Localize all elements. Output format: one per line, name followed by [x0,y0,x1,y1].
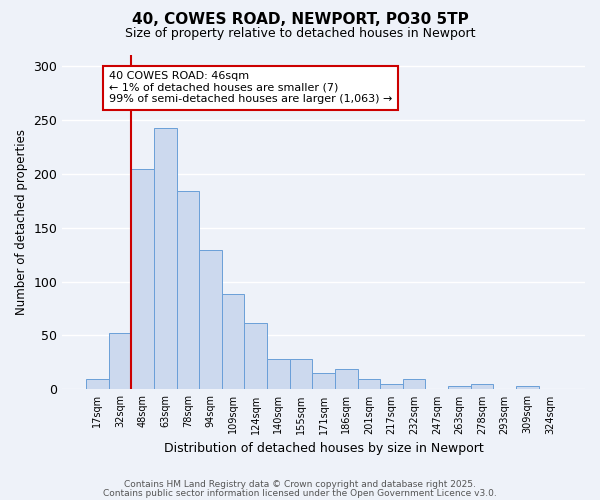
Y-axis label: Number of detached properties: Number of detached properties [15,129,28,315]
Text: Contains public sector information licensed under the Open Government Licence v3: Contains public sector information licen… [103,489,497,498]
X-axis label: Distribution of detached houses by size in Newport: Distribution of detached houses by size … [164,442,484,455]
Bar [380,384,403,390]
Bar [403,378,425,390]
Bar [131,170,154,390]
Bar [290,359,313,390]
Text: 40, COWES ROAD, NEWPORT, PO30 5TP: 40, COWES ROAD, NEWPORT, PO30 5TP [131,12,469,28]
Bar [516,386,539,390]
Text: Contains HM Land Registry data © Crown copyright and database right 2025.: Contains HM Land Registry data © Crown c… [124,480,476,489]
Bar [244,322,267,390]
Bar [358,378,380,390]
Bar [176,191,199,390]
Bar [335,369,358,390]
Text: Size of property relative to detached houses in Newport: Size of property relative to detached ho… [125,28,475,40]
Text: 40 COWES ROAD: 46sqm
← 1% of detached houses are smaller (7)
99% of semi-detache: 40 COWES ROAD: 46sqm ← 1% of detached ho… [109,71,392,104]
Bar [267,359,290,390]
Bar [109,334,131,390]
Bar [222,294,244,390]
Bar [199,250,222,390]
Bar [313,373,335,390]
Bar [471,384,493,390]
Bar [154,128,176,390]
Bar [86,378,109,390]
Bar [448,386,471,390]
